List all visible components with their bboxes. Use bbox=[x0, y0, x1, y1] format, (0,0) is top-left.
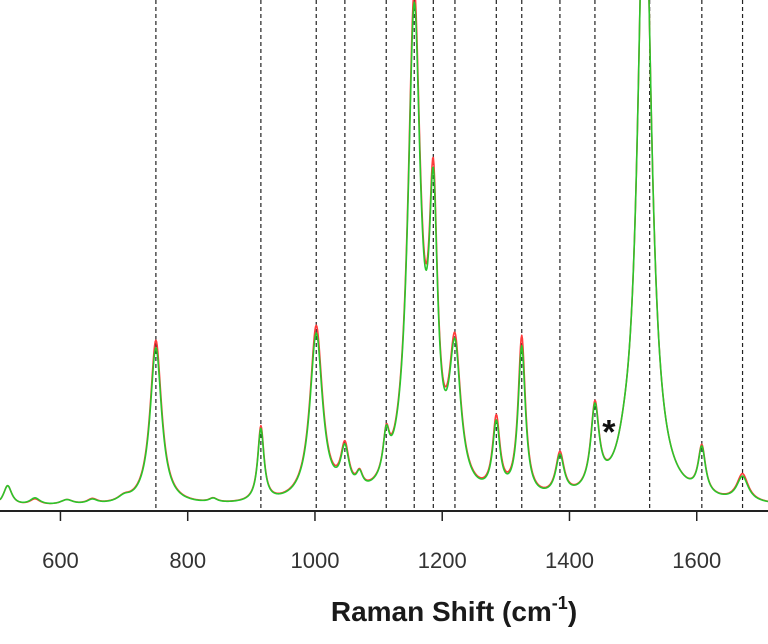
x-tick-label: 1000 bbox=[290, 548, 339, 573]
x-axis-title: Raman Shift (cm-1) bbox=[331, 593, 577, 627]
x-axis-title-main: Raman Shift (cm bbox=[331, 596, 552, 627]
x-axis-ticks: 600 800 1000 1200 1400 1600 bbox=[42, 511, 721, 573]
reference-lines bbox=[155, 0, 744, 511]
asterisk-annotation: * bbox=[602, 414, 616, 452]
x-tick-label: 1600 bbox=[672, 548, 721, 573]
x-tick-label: 800 bbox=[169, 548, 206, 573]
x-tick-label: 600 bbox=[42, 548, 79, 573]
x-tick-label: 1200 bbox=[418, 548, 467, 573]
series-layer bbox=[0, 0, 768, 505]
spectrum-series-2 bbox=[0, 0, 768, 505]
x-tick-label: 1400 bbox=[545, 548, 594, 573]
x-axis-title-superscript: -1 bbox=[552, 593, 568, 613]
x-axis-title-close: ) bbox=[568, 596, 577, 627]
spectrum-series-1 bbox=[0, 0, 768, 505]
